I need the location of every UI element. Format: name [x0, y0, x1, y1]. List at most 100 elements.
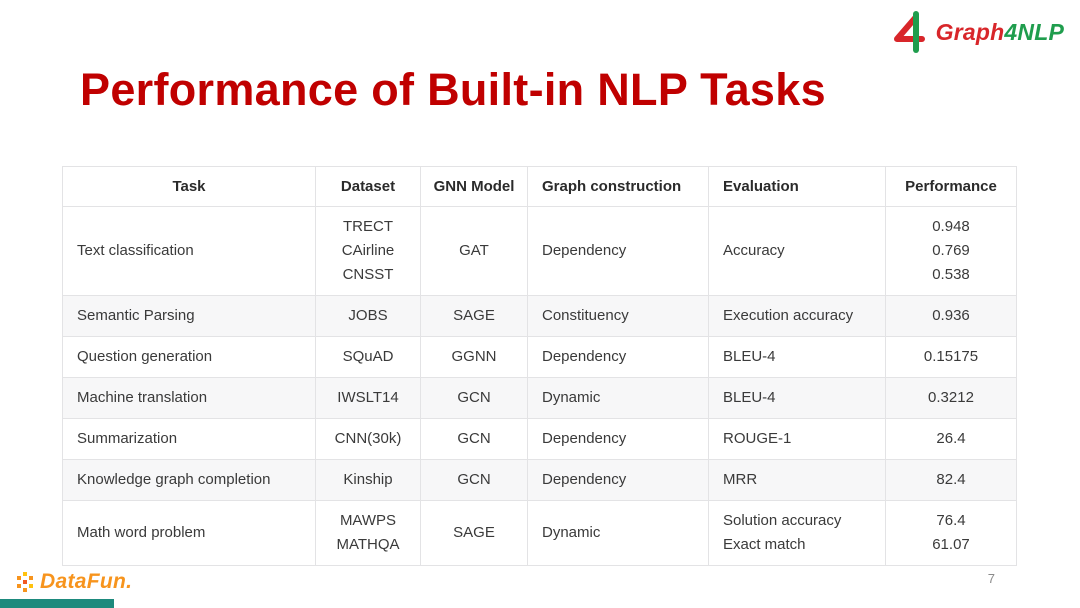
table-row: Question generation SQuAD GGNN Dependency BL… — [62, 336, 1017, 378]
table-row: Knowledge graph completion Kinship GCN Depe… — [62, 459, 1017, 501]
cell-graph-construction: Dynamic — [527, 377, 709, 419]
cell-line: 82.4 — [936, 471, 966, 488]
cell-evaluation: BLEU-4 — [708, 377, 886, 419]
wordmark-part-graph: Graph — [935, 18, 1005, 45]
cell-dataset: JOBS — [315, 295, 421, 337]
cell-line: SAGE — [453, 307, 495, 324]
results-table-body: Text classification TRECT CAirline CNSST GAT… — [62, 206, 1017, 566]
cell-line: MATHQA — [336, 536, 400, 553]
cell-line: JOBS — [348, 307, 388, 324]
cell-performance: 82.4 — [885, 459, 1017, 501]
cell-line: Dependency — [542, 471, 627, 488]
cell-evaluation: MRR — [708, 459, 886, 501]
cell-graph-construction: Dependency — [527, 206, 709, 296]
cell-line: Constituency — [542, 307, 629, 324]
cell-line: 76.4 — [936, 512, 966, 529]
cell-line: Dynamic — [542, 389, 601, 406]
cell-line: Machine translation — [77, 389, 208, 406]
cell-line: GCN — [457, 389, 491, 406]
cell-task: Semantic Parsing — [62, 295, 316, 337]
cell-graph-construction: Dependency — [527, 336, 709, 378]
cell-evaluation: ROUGE-1 — [708, 418, 886, 460]
table-row: Machine translation IWSLT14 GCN Dynamic BLEU… — [62, 377, 1017, 419]
page-title: Performance of Built-in NLP Tasks — [80, 64, 826, 115]
cell-line: Accuracy — [723, 242, 785, 259]
cell-dataset: MAWPS MATHQA — [315, 500, 421, 566]
cell-line: 0.15175 — [923, 348, 979, 365]
cell-line: Dependency — [542, 430, 627, 447]
cell-line: Text classification — [77, 242, 194, 259]
cell-dataset: TRECT CAirline CNSST — [315, 206, 421, 296]
cell-line: Dynamic — [542, 524, 601, 541]
header-graph-construction: Graph construction — [527, 166, 709, 207]
cell-line: Semantic Parsing — [77, 307, 195, 324]
header-performance: Performance — [885, 166, 1017, 207]
graph4nlp-logo: Graph4NLP — [887, 10, 1064, 54]
cell-gnn-model: GCN — [420, 418, 528, 460]
cell-line: BLEU-4 — [723, 348, 776, 365]
bottom-accent-bar — [0, 599, 114, 608]
cell-evaluation: Accuracy — [708, 206, 886, 296]
cell-evaluation: Execution accuracy — [708, 295, 886, 337]
cell-line: MRR — [723, 471, 758, 488]
cell-line: Dependency — [542, 242, 627, 259]
cell-line: Question generation — [77, 348, 213, 365]
cell-gnn-model: GCN — [420, 377, 528, 419]
cell-line: Execution accuracy — [723, 307, 854, 324]
cell-evaluation: BLEU-4 — [708, 336, 886, 378]
cell-performance: 0.936 — [885, 295, 1017, 337]
cell-task: Question generation — [62, 336, 316, 378]
cell-task: Machine translation — [62, 377, 316, 419]
cell-performance: 26.4 — [885, 418, 1017, 460]
cell-line: 0.3212 — [928, 389, 974, 406]
table-row: Text classification TRECT CAirline CNSST GAT… — [62, 206, 1017, 296]
cell-gnn-model: SAGE — [420, 295, 528, 337]
cell-gnn-model: GGNN — [420, 336, 528, 378]
cell-task: Summarization — [62, 418, 316, 460]
header-task: Task — [62, 166, 316, 207]
table-header-row: Task Dataset GNN Model Graph constructio… — [62, 166, 1017, 207]
cell-line: Knowledge graph completion — [77, 471, 271, 488]
results-table: Task Dataset GNN Model Graph constructio… — [62, 166, 1017, 566]
datafun-icon — [17, 572, 33, 592]
cell-dataset: IWSLT14 — [315, 377, 421, 419]
wordmark-part-nlp: NLP — [1017, 18, 1064, 45]
cell-line: SQuAD — [342, 348, 394, 365]
results-table-element: Task Dataset GNN Model Graph constructio… — [62, 166, 1017, 566]
cell-line: IWSLT14 — [337, 389, 399, 406]
cell-graph-construction: Dependency — [527, 418, 709, 460]
graph4nlp-wordmark: Graph4NLP — [936, 19, 1064, 46]
datafun-logo: DataFun. — [14, 570, 132, 594]
cell-line: GGNN — [451, 348, 497, 365]
cell-gnn-model: GAT — [420, 206, 528, 296]
cell-line: 26.4 — [936, 430, 966, 447]
cell-performance: 0.3212 — [885, 377, 1017, 419]
cell-line: Solution accuracy — [723, 512, 842, 529]
cell-performance: 0.15175 — [885, 336, 1017, 378]
cell-line: Summarization — [77, 430, 178, 447]
table-row: Summarization CNN(30k) GCN Dependency ROUGE-… — [62, 418, 1017, 460]
cell-line: 0.538 — [932, 266, 970, 283]
cell-line: Dependency — [542, 348, 627, 365]
header-dataset: Dataset — [315, 166, 421, 207]
cell-line: 61.07 — [932, 536, 970, 553]
cell-line: MAWPS — [339, 512, 397, 529]
cell-line: GCN — [457, 471, 491, 488]
cell-line: BLEU-4 — [723, 389, 776, 406]
cell-line: Kinship — [343, 471, 393, 488]
cell-dataset: CNN(30k) — [315, 418, 421, 460]
cell-graph-construction: Constituency — [527, 295, 709, 337]
cell-line: 0.769 — [932, 242, 970, 259]
cell-line: 0.936 — [932, 307, 970, 324]
cell-performance: 0.948 0.769 0.538 — [885, 206, 1017, 296]
cell-line: GCN — [457, 430, 491, 447]
cell-gnn-model: GCN — [420, 459, 528, 501]
cell-performance: 76.4 61.07 — [885, 500, 1017, 566]
cell-line: CNSST — [342, 266, 394, 283]
cell-line: ROUGE-1 — [723, 430, 792, 447]
page-number: 7 — [987, 571, 995, 586]
cell-line: GAT — [459, 242, 489, 259]
cell-line: Exact match — [723, 536, 806, 553]
cell-line: TRECT — [343, 218, 393, 235]
